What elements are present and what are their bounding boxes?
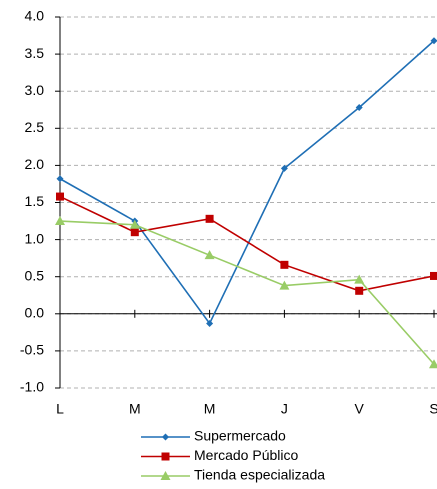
legend-label: Supermercado: [194, 428, 286, 444]
series-line: [59, 40, 435, 325]
data-point: [355, 286, 364, 295]
data-point: [205, 214, 214, 223]
y-tick-label: 2.0: [25, 156, 45, 172]
data-point: [130, 228, 139, 237]
x-tick-label: L: [56, 401, 64, 417]
series-line: [59, 195, 435, 292]
data-point: [429, 359, 437, 369]
x-tick-label: V: [355, 401, 365, 417]
y-tick-label: 0.0: [25, 305, 45, 321]
legend-marker: [162, 433, 169, 441]
legend-marker: [160, 471, 171, 480]
data-point: [56, 175, 64, 183]
y-tick-label: 2.5: [25, 119, 45, 135]
data-point: [430, 37, 437, 45]
y-tick-label: 0.5: [25, 267, 45, 283]
data-point: [55, 216, 65, 226]
y-tick-label: 1.0: [25, 230, 45, 246]
x-tick-label: J: [281, 401, 288, 417]
legend-label: Mercado Público: [194, 447, 298, 463]
data-point: [279, 280, 290, 290]
x-tick-label: M: [129, 401, 141, 417]
data-point: [354, 274, 365, 284]
y-tick-label: 4.0: [25, 8, 45, 24]
y-tick-label: 3.0: [25, 82, 45, 98]
data-point: [280, 260, 289, 269]
legend-label: Tienda especializada: [194, 467, 325, 483]
x-tick-label: M: [204, 401, 216, 417]
data-point: [129, 219, 140, 229]
data-point: [355, 104, 363, 112]
data-point: [204, 250, 215, 260]
y-tick-label: 1.5: [25, 193, 45, 209]
y-tick-label: -0.5: [20, 342, 44, 358]
data-point: [430, 271, 437, 280]
legend-marker: [161, 452, 170, 461]
series-line: [59, 220, 435, 365]
x-tick-label: S: [429, 401, 437, 417]
data-point: [56, 192, 64, 201]
data-point: [206, 319, 214, 327]
data-point: [280, 164, 288, 172]
y-tick-label: -1.0: [20, 379, 44, 395]
y-tick-label: 3.5: [25, 45, 45, 61]
